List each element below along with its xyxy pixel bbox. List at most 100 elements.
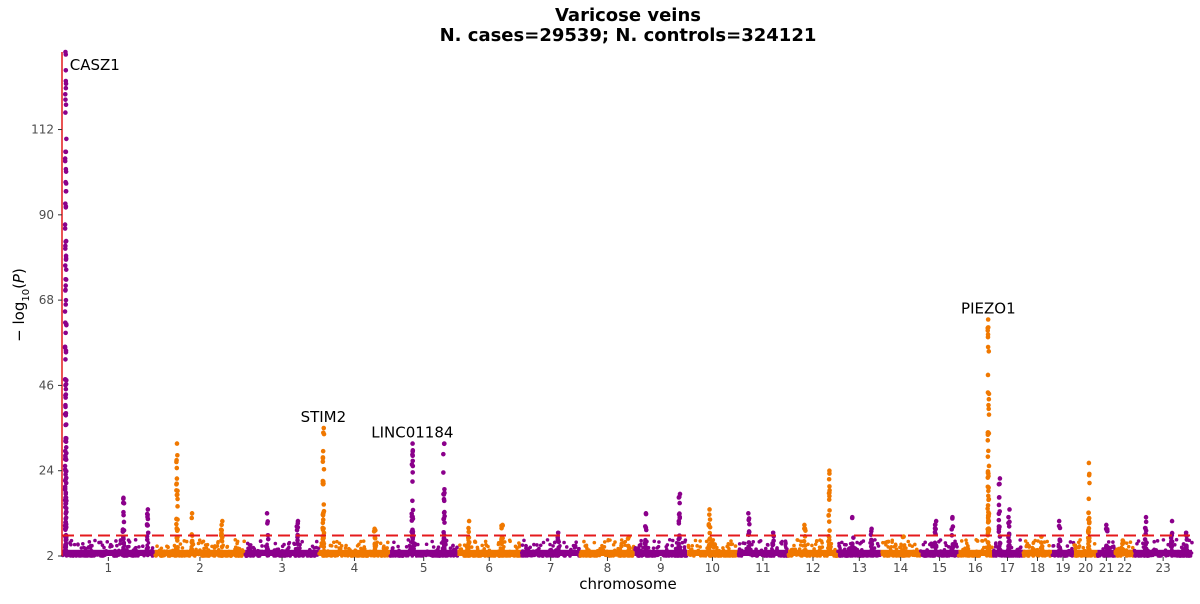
peak-point-chr-6 <box>466 525 471 531</box>
chr-10-point <box>729 539 733 543</box>
chr-4-point <box>375 550 380 555</box>
chr-17-point <box>1007 554 1012 558</box>
peak-point-chr-16 <box>985 430 991 435</box>
chr-3-point <box>305 549 309 554</box>
chr-23-point <box>1155 539 1160 543</box>
chr-13-point <box>856 554 860 558</box>
x-tick-label-chr-5: 5 <box>420 561 428 575</box>
chr-18-point <box>1022 553 1026 557</box>
chr-7-point <box>548 553 553 558</box>
chr-13-point <box>840 549 845 553</box>
chr-6-point <box>458 543 462 547</box>
gene-label-linc01184: LINC01184 <box>371 424 453 442</box>
chr-8-point <box>606 538 610 543</box>
chr-13-point <box>844 553 849 558</box>
chr-1-point <box>86 545 91 549</box>
chr-10-point <box>733 554 737 558</box>
peak-point-chr-6 <box>466 540 472 545</box>
chr-18-point <box>1035 552 1040 557</box>
chr-7-point <box>568 552 573 557</box>
chr-18-point <box>1030 553 1035 558</box>
chr-10-point <box>695 544 699 548</box>
chr-15-point <box>942 548 947 552</box>
peak-point-chr-16 <box>986 448 991 454</box>
chr-20-point <box>1072 543 1076 547</box>
peak-point-chr-1 <box>63 381 69 387</box>
peak-point-chr-1 <box>145 548 151 554</box>
peak-point-chr-20 <box>1087 535 1092 541</box>
chr-14-point <box>891 553 896 558</box>
chr-13-point <box>861 539 866 543</box>
chr-1-point <box>90 554 95 558</box>
peak-point-chr-13 <box>851 548 856 554</box>
peak-point-chr-23 <box>1169 530 1175 536</box>
peak-point-chr-2 <box>175 517 180 522</box>
chr-2-point <box>197 538 202 542</box>
chr-1-point <box>108 542 113 547</box>
chr-2-point <box>233 547 237 552</box>
peak-point-chr-4 <box>321 425 327 431</box>
peak-point-chr-5 <box>410 470 416 475</box>
peak-point-chr-1 <box>62 463 68 469</box>
chr-7-point <box>529 553 533 558</box>
peak-point-chr-1 <box>62 91 68 97</box>
peak-point-chr-17 <box>1006 520 1011 526</box>
chr-6-point <box>480 543 485 548</box>
chr-11-point <box>780 541 784 546</box>
peak-point-chr-17 <box>996 517 1002 523</box>
chr-3-point <box>289 552 293 557</box>
chr-12-point <box>798 553 802 557</box>
chr-4-point <box>328 543 333 548</box>
chr-1-point <box>83 546 88 551</box>
chr-16-point <box>965 554 970 558</box>
chr-4-point <box>382 553 387 558</box>
chr-22-point <box>1128 540 1133 544</box>
peak-point-chr-16 <box>985 344 991 350</box>
peak-point-chr-12 <box>803 547 808 553</box>
chr-13-point <box>859 553 863 557</box>
chr-14-point <box>886 539 891 544</box>
peak-point-chr-5 <box>441 536 447 541</box>
chr-5-point <box>448 554 453 558</box>
chr-6-point <box>513 544 518 549</box>
peak-point-chr-5 <box>442 441 447 446</box>
chr-14-point <box>913 542 917 547</box>
chr-14-point <box>881 540 885 545</box>
peak-point-chr-13 <box>868 549 874 555</box>
chr-18-point <box>1027 545 1031 549</box>
peak-point-chr-13 <box>849 514 855 520</box>
peak-point-chr-4 <box>320 448 326 454</box>
x-tick-label-chr-22: 22 <box>1117 561 1132 575</box>
peak-point-chr-2 <box>220 518 225 524</box>
chr-14-point <box>902 543 907 547</box>
chr-2-point <box>185 552 189 557</box>
peak-point-chr-1 <box>121 519 127 525</box>
chr-9-point <box>665 543 670 547</box>
peak-point-chr-8 <box>626 548 632 554</box>
chr-17-point <box>993 544 998 549</box>
chr-3-point <box>313 550 318 554</box>
chr-7-point <box>531 549 535 553</box>
peak-point-chr-12 <box>827 528 832 533</box>
chr-7-point <box>573 550 577 554</box>
peak-point-chr-7 <box>556 545 561 550</box>
peak-point-chr-1 <box>63 149 68 155</box>
chr-8-point <box>619 541 624 546</box>
chr-9-point <box>668 550 673 555</box>
peak-point-chr-4 <box>320 536 326 542</box>
chr-17-point <box>1003 554 1008 558</box>
chr-19-point <box>1050 553 1055 557</box>
chr-5-point <box>410 554 415 558</box>
peak-point-chr-4 <box>320 459 326 464</box>
chr-13-point <box>840 540 844 545</box>
chr-4-point <box>338 546 343 551</box>
chr-2-point <box>173 554 177 558</box>
peak-point-chr-16 <box>986 463 992 469</box>
chr-10-point <box>719 554 723 558</box>
chr-16-point <box>975 550 979 554</box>
peak-point-chr-5 <box>410 549 415 554</box>
chr-5-point <box>392 540 396 545</box>
peak-point-chr-1 <box>63 439 69 445</box>
chr-6-point <box>515 551 519 556</box>
chr-12-point <box>817 548 822 552</box>
